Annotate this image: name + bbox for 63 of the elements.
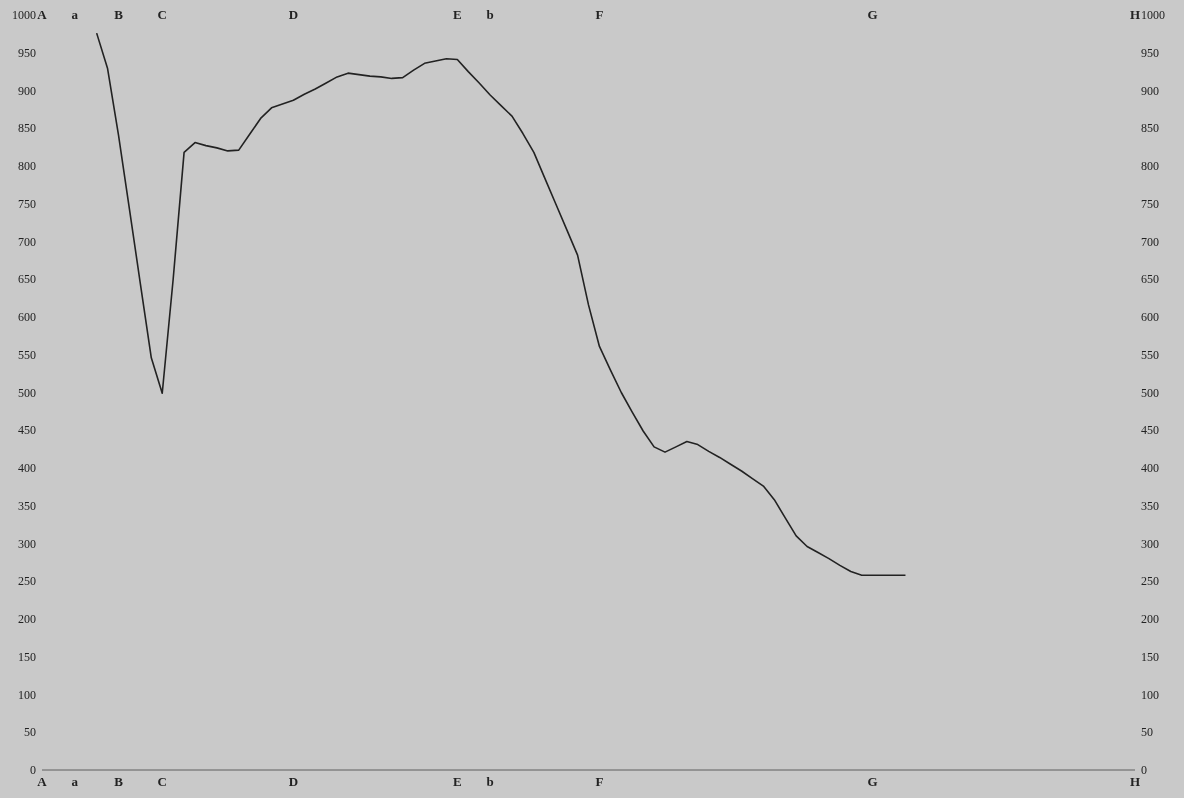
category-label: B — [114, 774, 123, 789]
y2-tick-label: 200 — [1141, 612, 1159, 626]
y-tick-label: 600 — [18, 310, 36, 324]
y2-tick-label: 50 — [1141, 725, 1153, 740]
y2-tick-label: 600 — [1141, 310, 1159, 324]
y-tick-label: 700 — [18, 234, 36, 249]
x-tick-label: a — [71, 7, 79, 22]
y-tick-label: 1000 — [12, 8, 36, 22]
y-tick-label: 450 — [18, 423, 36, 438]
y-tick-label: 900 — [18, 83, 36, 98]
y-tick-label: 800 — [18, 159, 36, 173]
y2-tick-label: 850 — [1141, 121, 1159, 136]
y-tick-label: 750 — [18, 196, 36, 211]
y-tick-label: 250 — [18, 574, 36, 589]
category-label: A — [37, 774, 47, 789]
y2-tick-label: 800 — [1141, 159, 1159, 173]
y2-tick-label: 0 — [1141, 763, 1147, 777]
y2-tick-label: 900 — [1141, 83, 1159, 98]
y-tick-label: 400 — [18, 461, 36, 475]
category-label: D — [288, 774, 299, 789]
y-tick-label: 0 — [30, 763, 36, 777]
y2-tick-label: 250 — [1141, 574, 1159, 589]
category-label: E — [453, 774, 462, 789]
category-label: b — [486, 774, 494, 789]
y-tick-label: 200 — [18, 612, 36, 626]
y2-tick-label: 350 — [1141, 498, 1159, 513]
y-tick-label: 150 — [18, 649, 36, 664]
y-tick-label: 950 — [18, 45, 36, 60]
y-tick-label: 100 — [18, 687, 36, 702]
category-label: C — [157, 774, 167, 789]
category-label: H — [1129, 774, 1141, 789]
y2-tick-label: 1000 — [1141, 8, 1165, 22]
y-tick-label: 500 — [18, 385, 36, 400]
line-series — [95, 32, 907, 577]
category-label: G — [867, 774, 878, 789]
y-tick-label: 300 — [18, 536, 36, 551]
y2-tick-label: 950 — [1141, 45, 1159, 60]
x-tick-label: B — [114, 7, 124, 22]
y2-tick-label: 500 — [1141, 385, 1159, 400]
y2-tick-label: 100 — [1141, 687, 1159, 702]
y2-tick-label: 750 — [1141, 196, 1159, 211]
y2-tick-label: 300 — [1141, 536, 1159, 551]
y-tick-label: 550 — [18, 347, 36, 362]
y2-tick-label: 550 — [1141, 347, 1159, 362]
x-tick-label: F — [595, 7, 604, 22]
x-tick-label: E — [453, 7, 462, 22]
y-tick-label: 850 — [18, 121, 36, 136]
y2-tick-label: 400 — [1141, 461, 1159, 475]
x-tick-label: D — [288, 7, 299, 22]
x-tick-label: A — [37, 7, 48, 22]
y2-tick-label: 650 — [1141, 272, 1159, 287]
x-tick-label: C — [157, 7, 167, 22]
y2-tick-label: 450 — [1141, 423, 1159, 438]
y2-tick-label: 150 — [1141, 649, 1159, 664]
category-label: a — [71, 774, 79, 789]
y-tick-label: 350 — [18, 498, 36, 513]
x-tick-label: H — [1129, 7, 1141, 22]
x-tick-label: G — [867, 7, 878, 22]
x-tick-label: b — [486, 7, 494, 22]
y2-tick-label: 700 — [1141, 234, 1159, 249]
category-label: F — [595, 774, 604, 789]
y-tick-label: 50 — [24, 725, 36, 740]
y-tick-label: 650 — [18, 272, 36, 287]
